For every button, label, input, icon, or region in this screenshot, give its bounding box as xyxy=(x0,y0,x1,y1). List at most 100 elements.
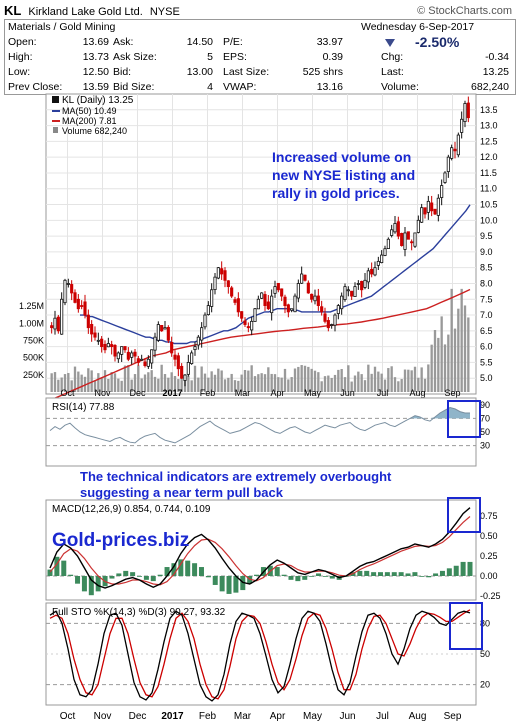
price-tick-label: 9.0 xyxy=(480,247,493,257)
macd-histogram-bar xyxy=(371,572,377,576)
candle-body xyxy=(176,355,180,370)
macd-histogram-bar xyxy=(212,576,218,585)
volume-bar xyxy=(337,369,340,392)
candle-body xyxy=(243,320,247,325)
price-annotation-line-3: rally in gold prices. xyxy=(272,185,400,201)
candle-body xyxy=(76,298,80,310)
volume-bar xyxy=(417,377,420,392)
volume-tick-label: 750K xyxy=(23,335,44,345)
candle-body xyxy=(220,268,224,275)
volume-bar xyxy=(107,378,110,392)
macd-label: MACD(12,26,9) 0.854, 0.744, 0.109 xyxy=(52,504,211,515)
candle-body xyxy=(400,233,404,246)
macd-histogram-bar xyxy=(247,576,253,584)
volume-bar xyxy=(350,381,353,392)
candle-body xyxy=(103,344,107,351)
volume-bar xyxy=(373,366,377,392)
volume-bar xyxy=(320,381,323,392)
legend-volume: Volume 682,240 xyxy=(62,126,127,136)
macd-histogram-bar xyxy=(419,576,425,577)
candle-body xyxy=(393,223,397,233)
rsi-panel-frame xyxy=(45,397,477,467)
volume-bar xyxy=(333,374,337,392)
candle-body xyxy=(240,311,244,319)
rsi-line xyxy=(49,406,470,444)
x-tick-label: Aug xyxy=(409,388,425,398)
volume-bar xyxy=(197,377,200,392)
rsi-y-axis: 90 70 50 30 xyxy=(480,400,490,451)
macd-series xyxy=(49,507,471,589)
x-tick-label: Apr xyxy=(270,711,286,722)
volume-bar xyxy=(243,369,247,392)
volume-bar xyxy=(160,364,163,392)
x-tick-label: Nov xyxy=(94,388,111,398)
volume-bar xyxy=(397,381,400,392)
macd-tick-label: 0.75 xyxy=(480,511,498,521)
volume-tick-label: 250K xyxy=(23,370,44,380)
macd-histogram-bar xyxy=(233,576,239,593)
rsi-grid xyxy=(46,417,476,447)
volume-bar xyxy=(117,378,120,392)
volume-bar xyxy=(167,377,170,392)
macd-histogram-bar xyxy=(460,561,466,576)
volume-bar xyxy=(213,374,217,392)
candle-body xyxy=(366,270,370,283)
candle-body xyxy=(60,298,64,335)
stochastic-d-line xyxy=(49,609,471,700)
pe-value: 33.97 xyxy=(316,36,343,48)
volume-bar xyxy=(60,377,63,392)
candle-body xyxy=(443,172,447,183)
macd-y-axis: 0.75 0.50 0.25 0.00 -0.25 xyxy=(480,511,501,601)
ask-value: 14.50 xyxy=(186,36,213,48)
candle-body xyxy=(83,301,87,316)
macd-signal-line xyxy=(49,516,471,586)
volume-bar xyxy=(53,372,57,392)
last-size-value: 525 shrs xyxy=(302,66,343,78)
candle-body xyxy=(340,295,344,310)
candle-body xyxy=(406,231,410,240)
candle-body xyxy=(263,294,267,306)
volume-bar xyxy=(307,366,310,392)
volume-bar xyxy=(280,377,283,392)
macd-histogram-bar xyxy=(398,572,404,576)
volume-bar xyxy=(237,380,240,392)
macd-histogram xyxy=(47,556,473,596)
macd-histogram-bar xyxy=(329,576,335,579)
price-tick-label: 7.5 xyxy=(480,294,493,304)
candle-body xyxy=(326,320,330,329)
eps-label: EPS: xyxy=(223,51,247,63)
price-tick-label: 5.0 xyxy=(480,373,493,383)
price-grid xyxy=(46,94,476,705)
volume-bar xyxy=(210,371,213,392)
candle-body xyxy=(56,316,60,332)
low-value: 12.50 xyxy=(82,66,109,78)
macd-histogram-bar xyxy=(88,576,94,596)
volume-bar xyxy=(313,370,317,392)
volume-bar xyxy=(427,364,430,392)
vwap-label: VWAP: xyxy=(223,81,257,93)
stochastic-tick-label: 50 xyxy=(480,649,490,659)
macd-histogram-bar xyxy=(164,567,170,576)
volume-bar xyxy=(113,373,117,392)
candle-body xyxy=(320,306,324,313)
quote-table: Materials / Gold Mining Wednesday 6-Sep-… xyxy=(4,19,516,95)
x-tick-label: Jul xyxy=(377,388,389,398)
candle-body xyxy=(433,208,437,215)
candle-body xyxy=(163,327,167,330)
candle-body xyxy=(153,336,157,351)
candle-body xyxy=(270,295,274,314)
volume-bar xyxy=(380,373,383,392)
macd-tick-label: 0.50 xyxy=(480,531,498,541)
ask-size-value: 5 xyxy=(207,51,213,63)
volume-bar xyxy=(247,370,250,392)
macd-histogram-bar xyxy=(150,576,156,582)
ticker-symbol: KL xyxy=(4,3,22,18)
x-tick-label: Dec xyxy=(129,388,146,398)
macd-histogram-bar xyxy=(302,576,308,580)
candle-body xyxy=(413,232,417,247)
macd-histogram-bar xyxy=(178,559,184,576)
candle-body xyxy=(143,361,147,366)
candle-body xyxy=(380,254,384,263)
volume-bar xyxy=(80,374,83,392)
